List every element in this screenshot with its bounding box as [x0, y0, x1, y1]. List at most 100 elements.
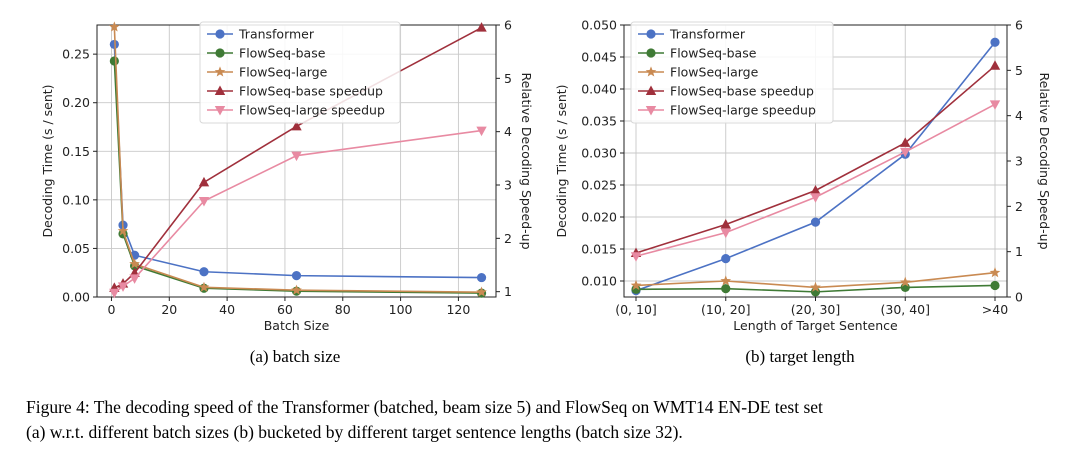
data-point — [810, 184, 821, 195]
caption-line-1: Figure 4: The decoding speed of the Tran… — [26, 397, 823, 417]
figure-canvas: 0 20 40 60 80 100 1200.000.050.100.150.200.251… — [40, 18, 1052, 334]
legend-item: FlowSeq-base speedup — [638, 84, 814, 99]
series-flowseq-large-speedup — [109, 126, 487, 299]
data-point — [720, 228, 731, 239]
y-tick-label: 0.10 — [62, 192, 90, 207]
y-right-tick-label: 6 — [1015, 18, 1023, 33]
legend-marker — [645, 66, 657, 77]
data-point — [291, 151, 302, 162]
data-point — [476, 22, 487, 32]
legend-marker — [215, 29, 225, 39]
y-tick-label: 0.25 — [62, 47, 90, 62]
data-point — [291, 284, 302, 295]
data-point — [109, 288, 120, 299]
data-point — [989, 60, 1001, 70]
legend-marker — [645, 85, 657, 95]
data-point — [810, 193, 821, 203]
data-point — [109, 56, 119, 66]
data-point — [198, 197, 210, 207]
data-point — [129, 274, 140, 284]
figure-caption: Figure 4: The decoding speed of the Tran… — [26, 395, 1066, 445]
legend-label: FlowSeq-base — [670, 46, 757, 61]
data-point — [476, 286, 487, 297]
legend-item: FlowSeq-large speedup — [638, 103, 816, 118]
y-right-axis-label: Relative Decoding Speed-up — [519, 72, 534, 249]
x-tick-label: (0, 10] — [615, 302, 657, 317]
data-point — [117, 225, 129, 236]
y-right-axis-label: Relative Decoding Speed-up — [1037, 72, 1052, 249]
y-right-tick-label: 3 — [504, 178, 512, 193]
y-tick-label: 0.00 — [62, 290, 90, 305]
data-point — [721, 254, 731, 264]
y-tick-label: 0.030 — [581, 146, 617, 161]
data-point — [810, 281, 821, 292]
legend-item: Transformer — [207, 27, 315, 42]
legend-marker — [645, 106, 657, 116]
data-point — [989, 267, 1001, 278]
x-tick-label: >40 — [982, 302, 1008, 317]
data-point — [989, 100, 1001, 110]
data-point — [109, 21, 120, 32]
data-point — [199, 267, 209, 277]
y-right-tick-label: 5 — [1015, 63, 1023, 78]
x-tick-label: 80 — [335, 302, 351, 317]
legend-item: Transformer — [638, 27, 746, 42]
subcaption-b: (b) target length — [745, 347, 855, 366]
series-flowseq-large-speedup — [630, 100, 1001, 262]
data-point — [720, 275, 732, 286]
y-tick-label: 0.035 — [581, 114, 617, 129]
y-tick-label: 0.05 — [62, 241, 90, 256]
data-point — [990, 37, 1000, 47]
y-axis-label: Decoding Time (s / sent) — [40, 84, 55, 237]
data-point — [291, 120, 302, 131]
series-flowseq-large — [109, 21, 487, 297]
legend-label: FlowSeq-large speedup — [239, 103, 385, 118]
caption-line-2: (a) w.r.t. different batch sizes (b) buc… — [26, 422, 683, 442]
y-tick-label: 0.040 — [581, 82, 617, 97]
data-point — [198, 281, 210, 292]
chart-b: (0, 10] (10, 20] (20, 30] (30, 40] >40 0.010 0… — [554, 18, 1052, 334]
y-tick-label: 0.015 — [581, 242, 617, 257]
chart-a: 0 20 40 60 80 100 120 0.00 0.05 0.10 0.15 0.20 0.25 1… — [40, 18, 534, 334]
x-tick-label: (30, 40] — [880, 302, 930, 317]
data-point — [476, 272, 487, 283]
legend-marker — [214, 85, 226, 95]
legend-label: FlowSeq-large — [239, 65, 328, 80]
data-point — [720, 218, 731, 229]
subcaption-a: (a) batch size — [249, 347, 341, 366]
legend-item: FlowSeq-base — [638, 46, 757, 61]
legend-label: FlowSeq-base — [239, 46, 326, 61]
y-right-tick-label: 1 — [504, 284, 512, 299]
y-axis-label: Decoding Time (s / sent) — [554, 84, 569, 237]
legend-label: Transformer — [669, 27, 746, 42]
y-right-tick-label: 5 — [504, 71, 512, 86]
y-right-tick-label: 4 — [504, 124, 512, 139]
legend-item: FlowSeq-large speedup — [207, 103, 385, 118]
data-point — [721, 284, 731, 294]
y-tick-label: 0.15 — [62, 144, 90, 159]
y-right-tick-label: 0 — [1015, 290, 1023, 305]
data-point — [476, 126, 487, 137]
data-point — [630, 279, 642, 291]
legend-marker — [214, 66, 226, 77]
y-tick-label: 0.050 — [581, 18, 617, 33]
data-point — [900, 147, 911, 158]
y-tick-label: 0.025 — [581, 178, 617, 193]
legend-box — [199, 21, 401, 124]
legend-label: Transformer — [238, 27, 315, 42]
legend-marker — [214, 106, 226, 116]
x-tick-label: 0 — [107, 302, 115, 317]
y-right-tick-label: 4 — [1015, 108, 1023, 123]
data-point — [630, 252, 642, 262]
legend-label: FlowSeq-base speedup — [239, 84, 383, 99]
legend-marker — [646, 48, 656, 58]
legend-box — [630, 21, 834, 124]
legend-label: FlowSeq-large speedup — [670, 103, 816, 118]
legend: Transformer FlowSeq-base FlowSeq-large Flow… — [630, 21, 834, 124]
data-point — [900, 137, 911, 147]
legend-marker — [646, 29, 656, 39]
y-right-tick-label: 3 — [1015, 154, 1023, 169]
x-tick-label: (10, 20] — [701, 302, 751, 317]
data-point — [117, 282, 129, 292]
x-tick-label: 40 — [219, 302, 235, 317]
